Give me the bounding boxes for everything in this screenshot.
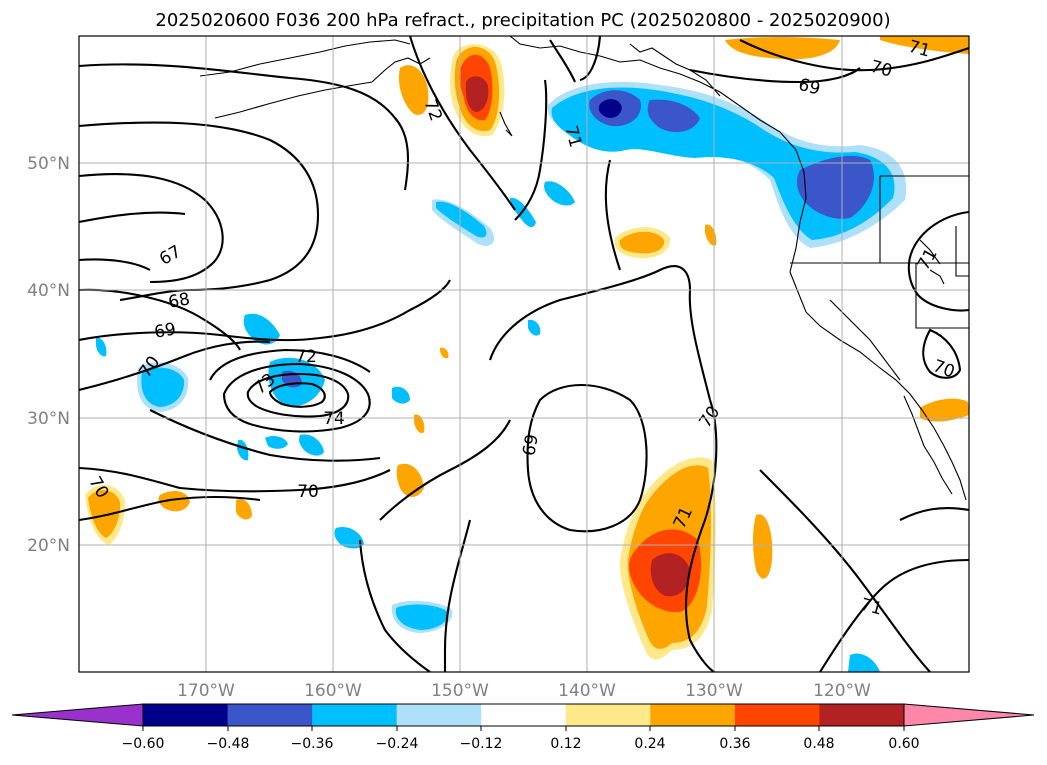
contour-label: 69 [519,433,542,458]
lat-label-30n: 30°N [27,409,70,429]
map-panel: 72 71 70 71 69 67 68 69 70 72 73 74 69 7… [78,35,970,673]
colorbar-bin [819,704,905,726]
lon-label-170w: 170°W [177,681,235,701]
map-title: 2025020600 F036 200 hPa refract., precip… [155,10,890,31]
gridlines [79,36,969,672]
precip-positive-gulf-of-alaska [398,44,505,137]
precip-fills [85,36,969,672]
colorbar-tick-label: −0.24 [376,736,419,752]
colorbar-bin [565,704,651,726]
colorbar-bin [650,704,736,726]
colorbar-ticks [142,726,905,731]
colorbar-tick-label: 0.48 [803,736,834,752]
lat-label-50n: 50°N [27,154,70,174]
lon-label-150w: 150°W [431,681,489,701]
colorbar-bin [481,704,567,726]
colorbar-tick-label: −0.48 [207,736,250,752]
contour-label: 72 [295,347,317,367]
colorbar-bin [312,704,398,726]
colorbar-tick-label: 0.36 [719,736,750,752]
colorbar: −0.60 −0.48 −0.36 −0.24 −0.12 0.12 0.24 … [11,703,1035,752]
colorbar-bin [396,704,482,726]
colorbar-tick-label: 0.24 [634,736,665,752]
refractivity-contours [79,36,969,672]
colorbar-bin [734,704,820,726]
precip-negative-pacific-northwest [547,81,907,249]
colorbar-bins [143,704,905,726]
lat-label-20n: 20°N [27,536,70,556]
colorbar-extend-high [903,703,1035,727]
colorbar-bin [227,704,313,726]
lat-label-40n: 40°N [27,281,70,301]
colorbar-tick-label: 0.60 [888,736,919,752]
colorbar-tick-label: −0.60 [122,736,165,752]
contour-label: 70 [297,482,319,502]
lon-label-140w: 140°W [558,681,616,701]
lon-label-120w: 120°W [813,681,871,701]
colorbar-extend-low [11,703,144,727]
colorbar-tick-label: −0.12 [460,736,503,752]
contour-label: 74 [323,409,345,429]
colorbar-bin [143,704,229,726]
longitude-labels: 170°W 160°W 150°W 140°W 130°W 120°W [177,681,871,701]
contour-label: 68 [167,289,192,312]
colorbar-tick-label: −0.36 [291,736,334,752]
contour-label: 69 [153,319,178,342]
colorbar-tick-label: 0.12 [550,736,581,752]
coastlines [199,36,969,501]
precip-negative-mid-pacific [96,181,880,672]
latitude-labels: 50°N 40°N 30°N 20°N [27,154,70,556]
lon-label-160w: 160°W [304,681,362,701]
precip-positive-subtropics [85,36,969,660]
lon-label-130w: 130°W [685,681,743,701]
